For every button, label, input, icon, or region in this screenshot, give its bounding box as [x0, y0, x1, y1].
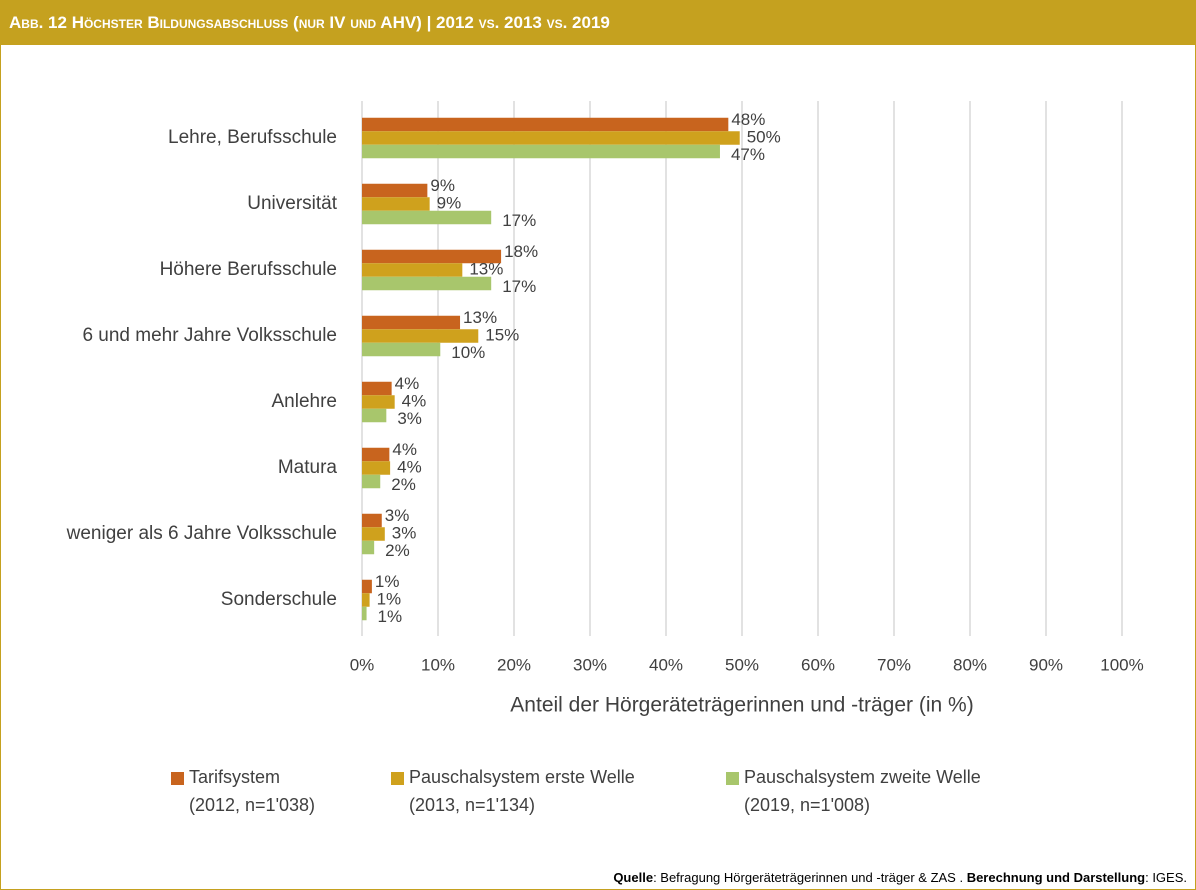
- data-label: 2%: [391, 475, 416, 494]
- bar: [362, 381, 392, 396]
- data-label: 3%: [385, 506, 410, 525]
- data-label: 47%: [731, 145, 765, 164]
- data-label: 18%: [504, 242, 538, 261]
- y-tick-label: 6 und mehr Jahre Volksschule: [82, 325, 337, 346]
- x-tick-label: 20%: [497, 655, 531, 674]
- legend-label: Tarifsystem (2012, n=1'038): [189, 767, 316, 815]
- data-label: 17%: [502, 277, 536, 296]
- bar: [362, 461, 391, 475]
- bar: [362, 329, 479, 343]
- source-text: : Befragung Hörgeräteträgerinnen und -tr…: [653, 870, 967, 885]
- data-label: 13%: [463, 308, 497, 327]
- source-text: : IGES.: [1145, 870, 1187, 885]
- data-label: 4%: [392, 440, 417, 459]
- x-tick-label: 30%: [573, 655, 607, 674]
- x-tick-label: 80%: [953, 655, 987, 674]
- data-label: 10%: [451, 343, 485, 362]
- y-tick-label: Universität: [247, 193, 337, 214]
- legend-item: Pauschalsystem zweite Welle (2019, n=1'0…: [726, 763, 981, 819]
- y-tick-label: Anlehre: [272, 391, 338, 412]
- x-tick-label: 70%: [877, 655, 911, 674]
- y-tick-label: Sonderschule: [221, 589, 337, 610]
- bar: [362, 276, 492, 291]
- source-label: Quelle: [613, 870, 654, 885]
- y-tick-label: Matura: [278, 457, 338, 478]
- legend-swatch: [726, 772, 739, 785]
- source: Quelle: Befragung Hörgeräteträgerinnen u…: [613, 870, 1187, 885]
- chart: 0% 10% 20% 30% 40% 50% 60% 70% 80% 90% 100% Anteil …: [66, 101, 1144, 717]
- x-tick-label: 50%: [725, 655, 759, 674]
- x-tick-label: 10%: [421, 655, 455, 674]
- bar: [362, 315, 461, 330]
- chart-title: Abb. 12 Höchster Bildungsabschluss (nur …: [1, 1, 1195, 45]
- bar: [362, 593, 370, 607]
- data-label: 17%: [502, 211, 536, 230]
- data-label: 9%: [430, 176, 455, 195]
- data-label: 2%: [385, 541, 410, 560]
- data-label: 4%: [397, 457, 422, 476]
- data-label: 50%: [747, 127, 781, 146]
- bar: [362, 117, 729, 132]
- data-label: 9%: [437, 193, 462, 212]
- data-label: 3%: [392, 523, 417, 542]
- x-tick-label: 40%: [649, 655, 683, 674]
- bar: [362, 210, 492, 225]
- x-tick-label: 90%: [1029, 655, 1063, 674]
- bar: [362, 408, 387, 423]
- y-tick-label: Lehre, Berufsschule: [168, 127, 337, 148]
- x-tick-label: 0%: [350, 655, 375, 674]
- x-tick-label: 100%: [1100, 655, 1143, 674]
- bar: [362, 606, 367, 621]
- bar: [362, 395, 395, 409]
- data-label: 4%: [395, 374, 420, 393]
- bar: [362, 540, 375, 555]
- bar: [362, 447, 390, 462]
- bar: [362, 131, 740, 145]
- y-tick-label: weniger als 6 Jahre Volksschule: [66, 523, 337, 544]
- data-label: 1%: [377, 589, 402, 608]
- data-label: 4%: [402, 391, 427, 410]
- legend-item: Pauschalsystem erste Welle (2013, n=1'13…: [391, 763, 635, 819]
- data-label: 1%: [375, 572, 400, 591]
- x-axis-title: Anteil der Hörgeräteträgerinnen und -trä…: [510, 694, 973, 717]
- bar: [362, 527, 385, 541]
- legend-label: Pauschalsystem zweite Welle (2019, n=1'0…: [744, 767, 981, 815]
- data-label: 13%: [469, 259, 503, 278]
- x-tick-label: 60%: [801, 655, 835, 674]
- data-label: 48%: [731, 110, 765, 129]
- bar: [362, 183, 428, 198]
- legend-swatch: [391, 772, 404, 785]
- bar: [362, 197, 430, 211]
- bar: [362, 144, 720, 159]
- data-label: 15%: [485, 325, 519, 344]
- data-label: 1%: [378, 607, 403, 626]
- legend-label: Pauschalsystem erste Welle (2013, n=1'13…: [409, 767, 635, 815]
- bar: [362, 249, 502, 264]
- y-tick-label: Höhere Berufsschule: [160, 259, 337, 280]
- legend-item: Tarifsystem (2012, n=1'038): [171, 763, 315, 819]
- data-label: 3%: [397, 409, 422, 428]
- bar: [362, 474, 381, 489]
- bar: [362, 263, 463, 277]
- bar: [362, 342, 441, 357]
- source-label: Berechnung und Darstellung: [966, 870, 1146, 885]
- bar: [362, 513, 382, 528]
- legend-swatch: [171, 772, 184, 785]
- bar: [362, 579, 372, 594]
